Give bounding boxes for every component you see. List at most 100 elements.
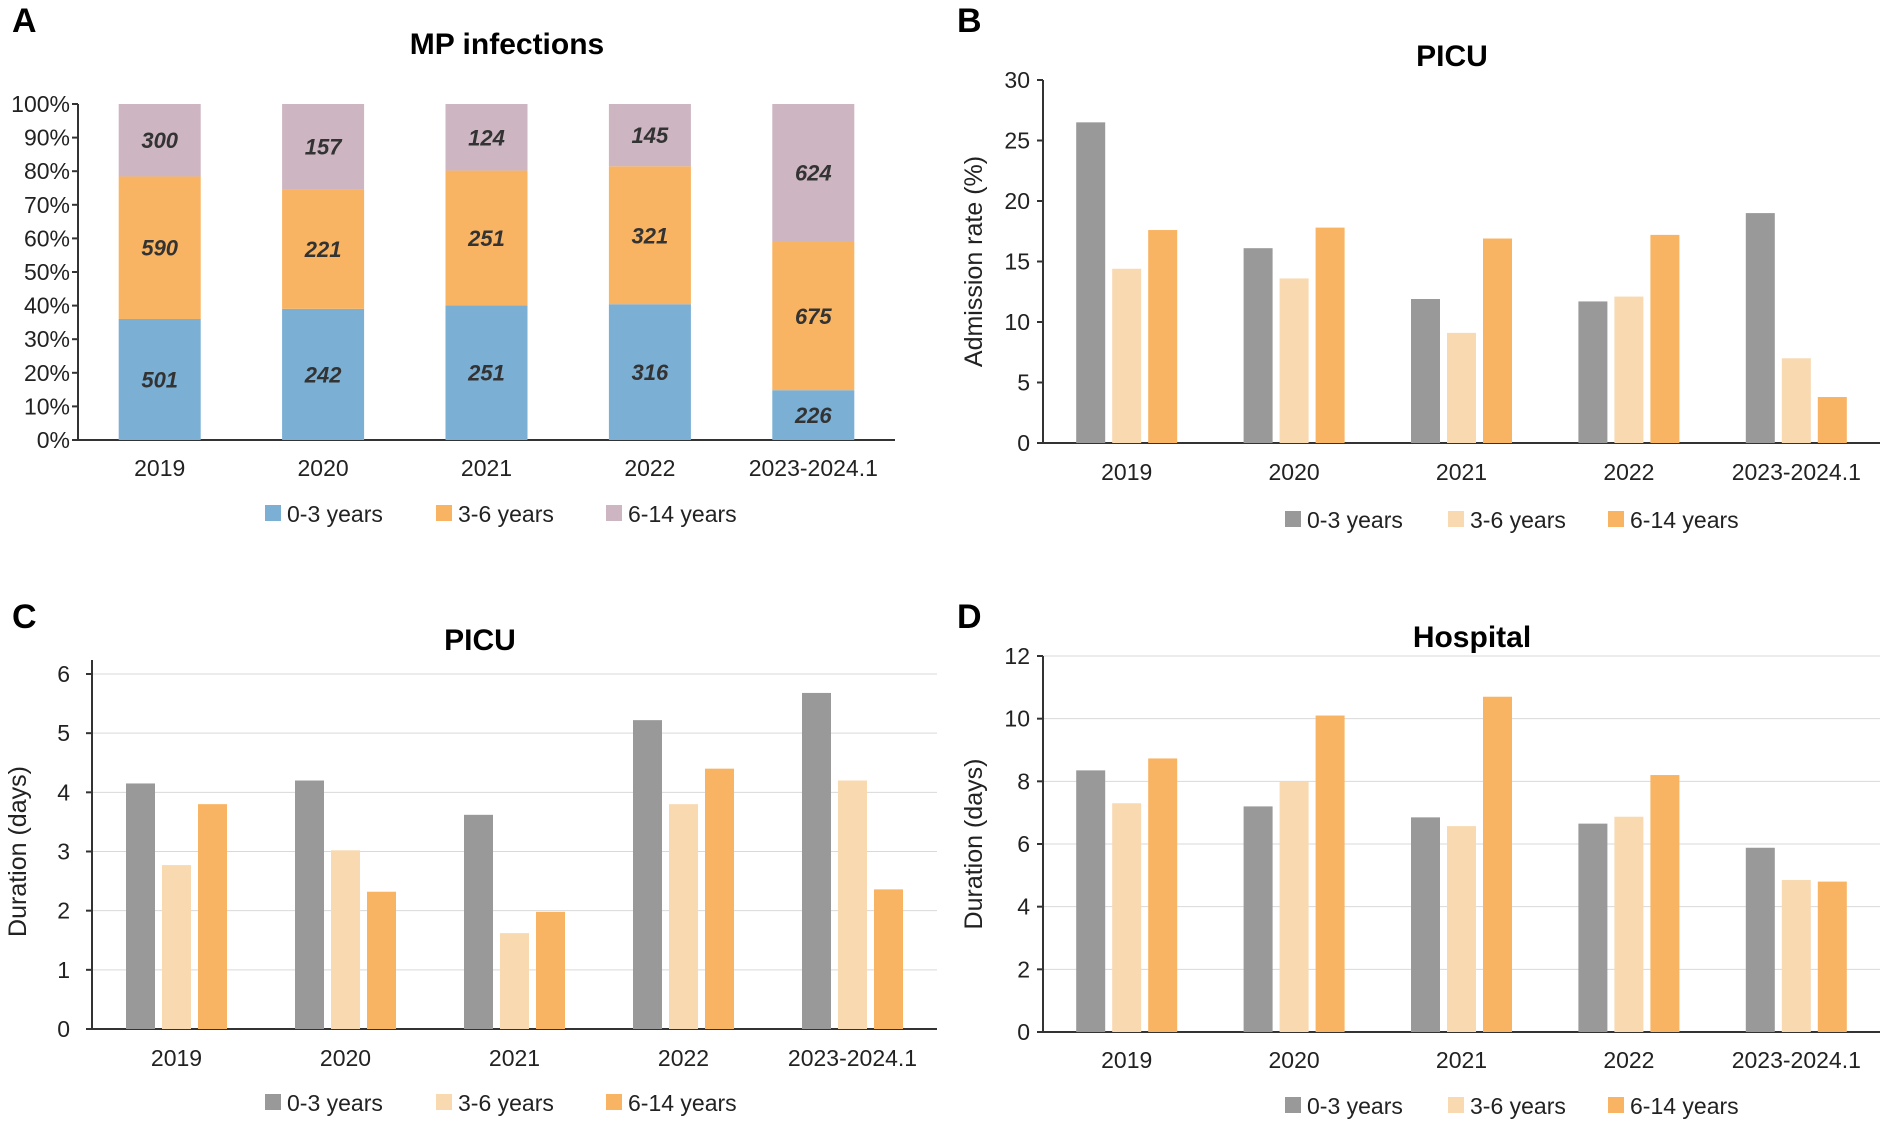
y-tick-label: 25 [1004, 128, 1030, 154]
chart-title: MP infections [410, 28, 604, 61]
y-tick-label: 70% [24, 192, 70, 218]
bar [126, 783, 155, 1029]
bar [445, 170, 528, 306]
x-tick-label: 2022 [1603, 1047, 1654, 1073]
data-label: 221 [304, 237, 342, 262]
chart-panel-d: D Hospital 0 2 4 6 8 10 12 Duration (days) 2019 202… [957, 598, 1880, 1119]
data-label: 590 [141, 236, 178, 261]
legend-swatch [1608, 1097, 1624, 1113]
x-tick-label: 2020 [1269, 459, 1320, 485]
bar [608, 304, 691, 440]
bar [118, 104, 201, 177]
legend-label: 6-14 years [1630, 507, 1739, 533]
bar [536, 911, 565, 1029]
x-tick-label: 2022 [658, 1045, 709, 1071]
y-tick-label: 10% [24, 393, 70, 419]
y-tick-label: 0 [1017, 430, 1030, 456]
x-tick-label: 2021 [1436, 1047, 1487, 1073]
bar [1148, 758, 1178, 1032]
bar [1614, 296, 1644, 443]
bar [1411, 817, 1440, 1032]
bar [772, 104, 855, 242]
bar [874, 889, 903, 1029]
bar [772, 390, 855, 440]
x-tick-label: 2022 [624, 455, 675, 481]
x-tick-label: 2019 [134, 455, 185, 481]
y-tick-label: 40% [24, 293, 70, 319]
bar [838, 780, 867, 1029]
data-label: 501 [141, 367, 178, 392]
bar [162, 865, 191, 1029]
y-tick-label: 20% [24, 360, 70, 386]
x-tick-label: 2022 [1603, 459, 1654, 485]
y-tick-label: 4 [57, 779, 70, 805]
x-tick-label: 2020 [320, 1045, 371, 1071]
bar [1745, 847, 1775, 1032]
bar [282, 189, 365, 309]
legend-swatch [1285, 511, 1301, 527]
bar [118, 318, 201, 440]
legend: 0-3 years 3-6 years 6-14 years [1285, 507, 1739, 533]
bar [118, 176, 201, 319]
x-tick-label: 2023-2024.1 [1732, 459, 1861, 485]
bar [282, 308, 365, 440]
legend-swatch [1608, 511, 1624, 527]
chart-panel-b: B PICU 0 5 10 15 20 25 30 Admission rate (%) 2019 2… [957, 2, 1880, 533]
bar [464, 814, 493, 1029]
y-tick-label: 30 [1004, 67, 1030, 93]
bar [772, 241, 855, 391]
legend-label: 0-3 years [1307, 1093, 1403, 1119]
bar [1076, 122, 1106, 443]
data-label: 321 [632, 223, 669, 248]
y-tick-label: 10 [1004, 309, 1030, 335]
y-tick-label: 3 [57, 839, 70, 865]
bar [1243, 806, 1273, 1032]
legend-swatch [1448, 511, 1464, 527]
bar [1279, 781, 1309, 1032]
chart-title: Hospital [1413, 621, 1531, 654]
legend-swatch [436, 505, 452, 521]
legend-label: 3-6 years [458, 1090, 554, 1116]
bar [1578, 301, 1608, 443]
y-tick-label: 20 [1004, 188, 1030, 214]
bar [1745, 213, 1775, 443]
bar [1781, 358, 1811, 443]
bar [1483, 696, 1512, 1032]
bar [1076, 770, 1106, 1032]
data-label: 316 [632, 360, 669, 385]
data-label: 124 [468, 125, 505, 150]
bar [1614, 816, 1644, 1032]
data-label: 145 [632, 123, 669, 148]
data-label: 675 [795, 304, 832, 329]
x-tick-label: 2023-2024.1 [749, 455, 878, 481]
y-tick-label: 15 [1004, 249, 1030, 275]
y-tick-label: 1 [57, 957, 70, 983]
bar [1447, 826, 1476, 1032]
chart-title: PICU [1416, 40, 1488, 73]
bar [445, 104, 528, 171]
legend-label: 6-14 years [628, 501, 737, 527]
bar [331, 850, 360, 1029]
y-tick-label: 0 [57, 1016, 70, 1042]
data-label: 157 [305, 135, 343, 160]
panel-letter: D [957, 598, 982, 636]
legend-label: 3-6 years [458, 501, 554, 527]
legend-swatch [1285, 1097, 1301, 1113]
bar [198, 804, 227, 1029]
bar [1112, 268, 1142, 443]
x-tick-label: 2019 [1101, 459, 1152, 485]
y-tick-label: 100% [11, 91, 70, 117]
y-tick-label: 0% [37, 427, 70, 453]
y-tick-label: 30% [24, 326, 70, 352]
bar [1650, 775, 1680, 1032]
legend-swatch [606, 1094, 622, 1110]
legend-label: 0-3 years [287, 501, 383, 527]
bar [1483, 238, 1512, 443]
y-tick-label: 50% [24, 259, 70, 285]
bar [1650, 234, 1680, 443]
y-tick-label: 6 [1017, 831, 1030, 857]
legend: 0-3 years 3-6 years 6-14 years [265, 1090, 737, 1116]
bar [669, 804, 698, 1029]
